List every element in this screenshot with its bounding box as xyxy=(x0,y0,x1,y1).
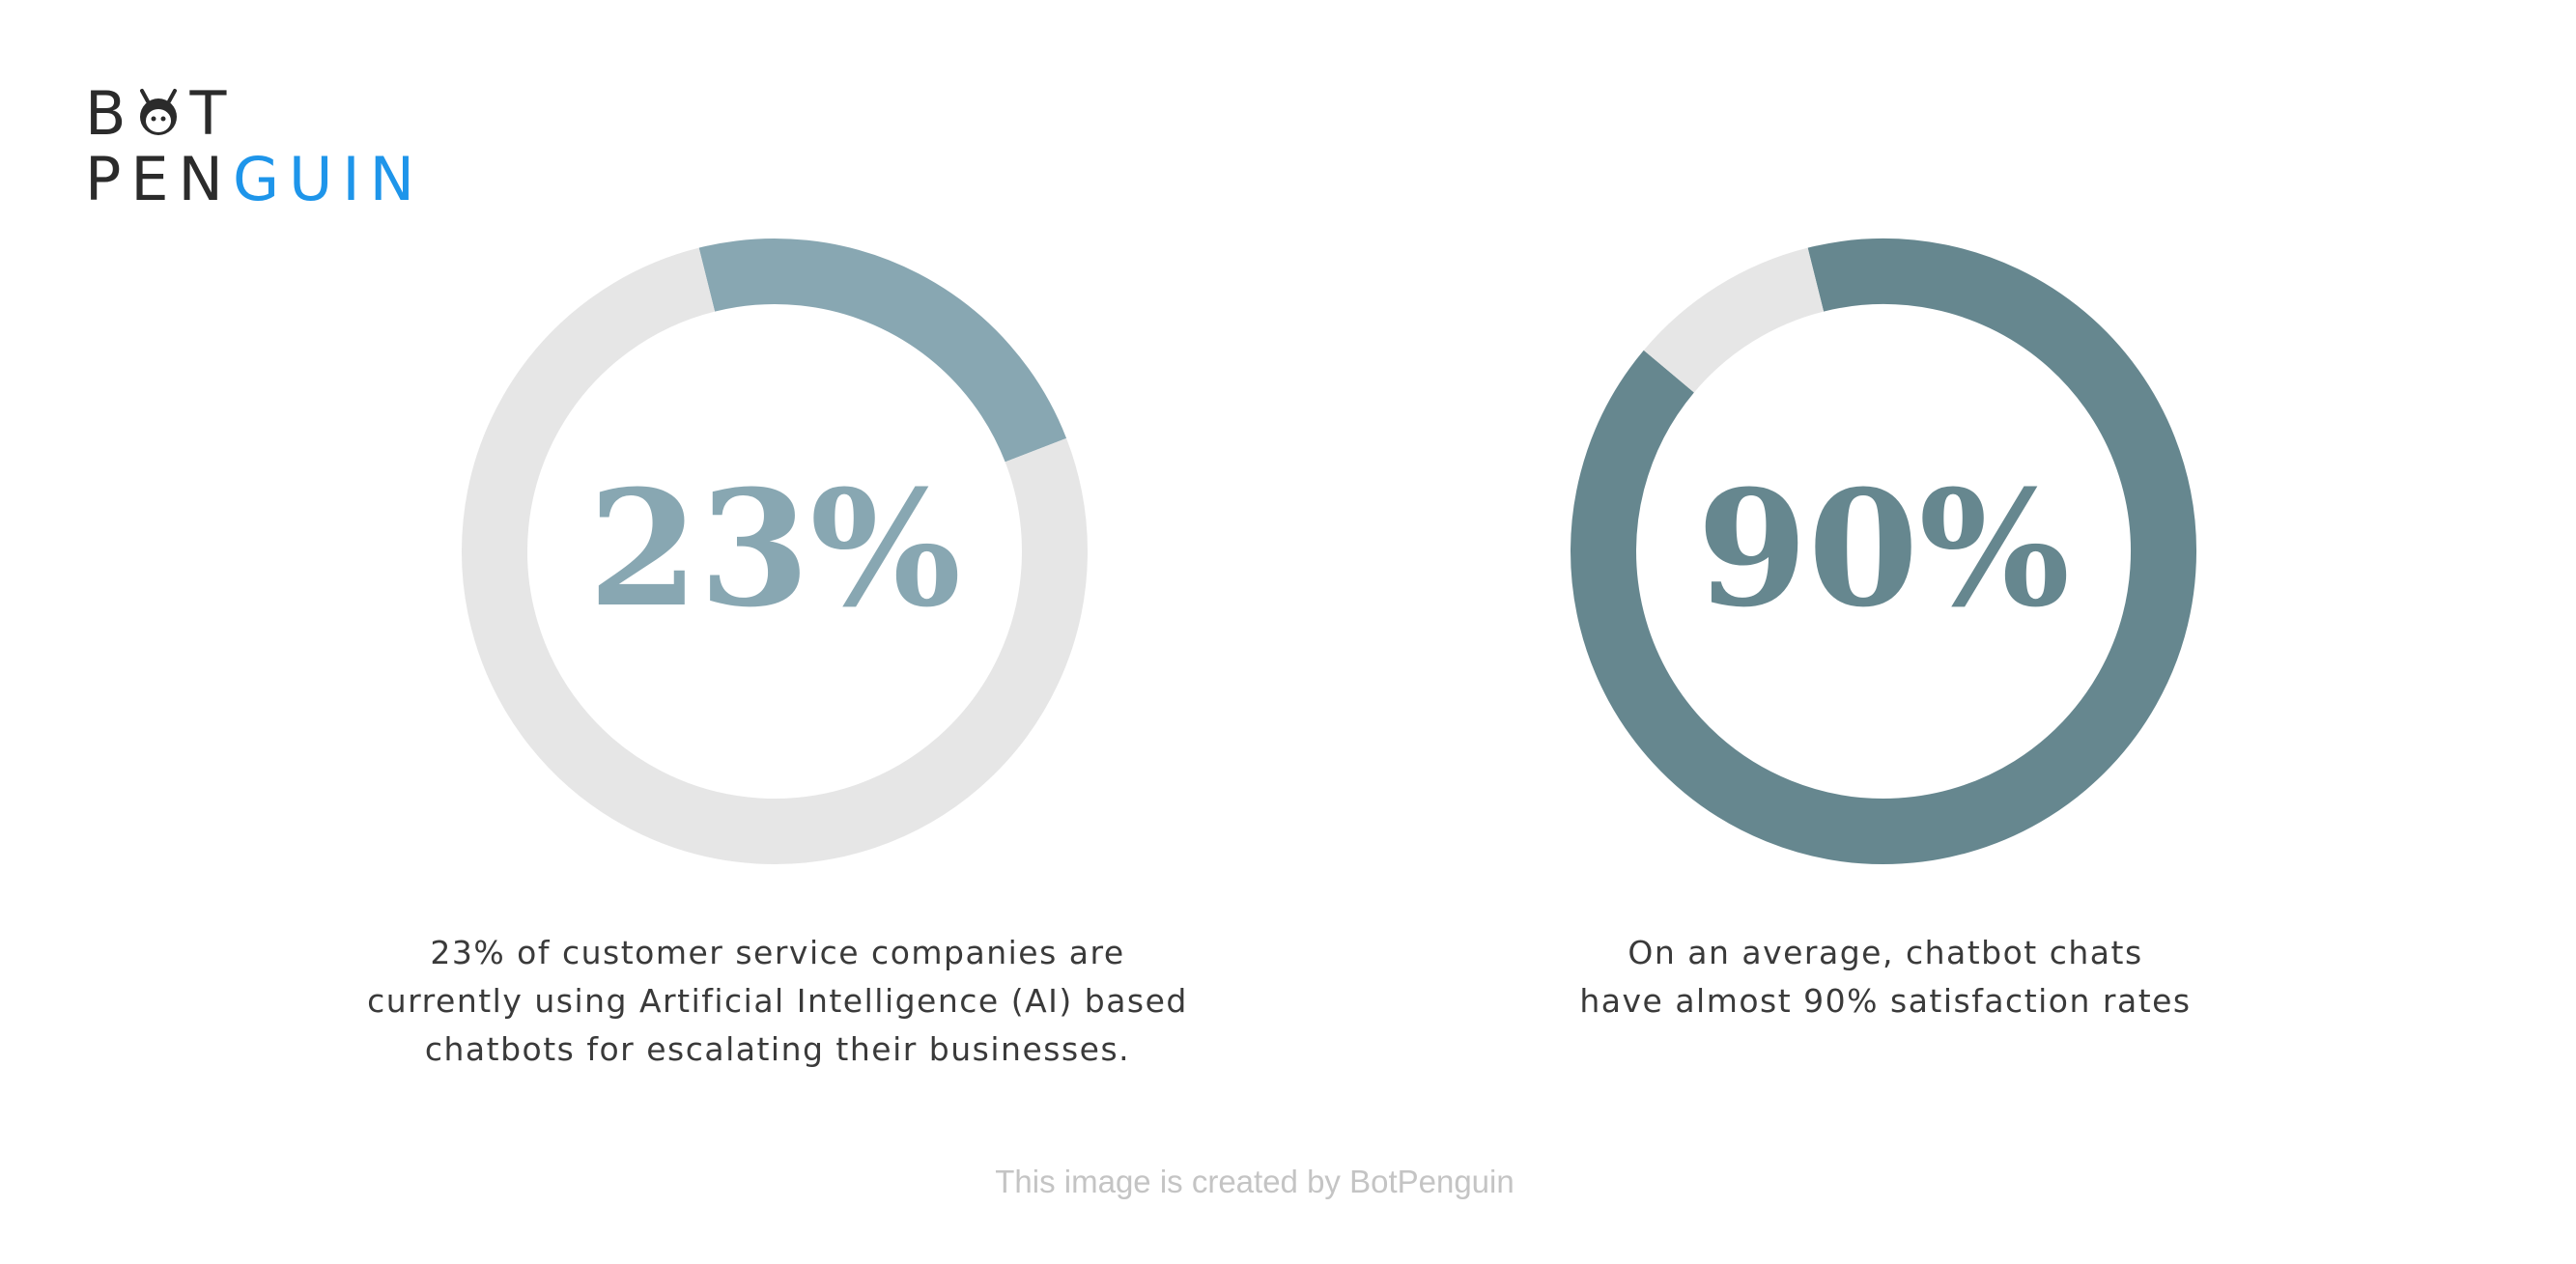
caption-line: chatbots for escalating their businesses… xyxy=(424,1030,1131,1068)
logo-line-2: PENGUIN xyxy=(85,147,424,212)
donut-1-slice-remainder xyxy=(462,247,1088,864)
caption-line: 23% of customer service companies are xyxy=(430,934,1125,971)
caption-customer-service: 23% of customer service companies are cur… xyxy=(343,929,1212,1074)
penguin-face-icon xyxy=(139,89,177,135)
logo-letter-t: T xyxy=(189,78,237,149)
donut-chart-2: 90% xyxy=(1571,239,2196,864)
caption-line: On an average, chatbot chats xyxy=(1628,934,2143,971)
donut-2-slice-value xyxy=(1571,239,2196,864)
logo-guin: GUIN xyxy=(232,144,425,214)
donut-1-slice-value xyxy=(698,239,1067,463)
image-credit: This image is created by BotPenguin xyxy=(995,1164,1514,1199)
caption-line: currently using Artificial Intelligence … xyxy=(367,982,1188,1020)
logo-pen: PEN xyxy=(85,144,233,214)
donut-chart-1: 23% xyxy=(462,239,1088,864)
donut-2-slice-remainder xyxy=(1643,247,1825,393)
donut-2-center-label: 90% xyxy=(1697,455,2070,642)
caption-line: have almost 90% satisfaction rates xyxy=(1579,982,2192,1020)
logo-letter-b: B xyxy=(85,78,136,149)
donut-1-center-label: 23% xyxy=(588,455,961,642)
caption-satisfaction: On an average, chatbot chats have almost … xyxy=(1451,929,2320,1025)
